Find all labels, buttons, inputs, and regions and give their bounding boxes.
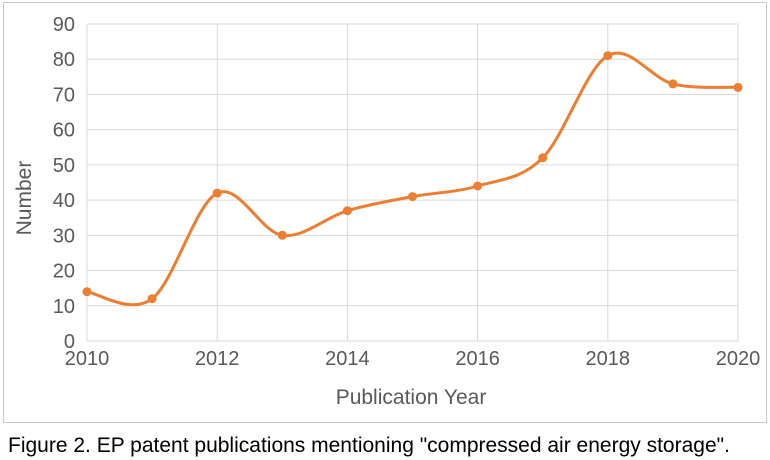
data-point-marker — [212, 188, 222, 198]
y-tick-label: 40 — [53, 190, 75, 212]
y-tick-label: 20 — [53, 261, 75, 283]
x-tick-label: 2020 — [716, 348, 761, 370]
y-tick-label: 60 — [53, 120, 75, 142]
y-tick-label: 80 — [53, 49, 75, 71]
y-tick-label: 10 — [53, 296, 75, 318]
x-tick-label: 2018 — [586, 348, 631, 370]
data-point-marker — [277, 230, 287, 240]
data-point-marker — [538, 153, 548, 163]
y-tick-label: 0 — [64, 331, 75, 353]
x-tick-label: 2010 — [65, 348, 110, 370]
line-chart: 0 10 20 30 40 50 60 70 80 90 2010 2012 2014 2016 2018 2… — [53, 14, 761, 370]
y-tick-label: 70 — [53, 84, 75, 106]
chart-container: 0 10 20 30 40 50 60 70 80 90 2010 2012 2014 2016 2018 2… — [3, 2, 767, 423]
x-axis-title: Publication Year — [335, 386, 487, 409]
data-point-marker — [408, 192, 417, 202]
data-point-marker — [603, 51, 613, 61]
y-tick-label: 30 — [53, 225, 75, 247]
series-line — [85, 51, 740, 307]
data-point-marker — [668, 79, 678, 89]
data-point-marker — [733, 82, 743, 92]
y-tick-label: 90 — [53, 14, 75, 36]
data-point-marker — [147, 294, 157, 304]
x-tick-label: 2014 — [325, 348, 370, 370]
data-point-marker — [342, 206, 352, 216]
x-tick-label: 2012 — [195, 348, 240, 370]
data-point-marker — [82, 287, 92, 297]
data-point-marker — [473, 181, 483, 191]
y-tick-label: 50 — [53, 155, 75, 177]
y-axis-title: Number — [13, 160, 36, 236]
figure-caption: Figure 2. EP patent publications mention… — [8, 434, 730, 457]
x-tick-label: 2016 — [455, 348, 500, 370]
